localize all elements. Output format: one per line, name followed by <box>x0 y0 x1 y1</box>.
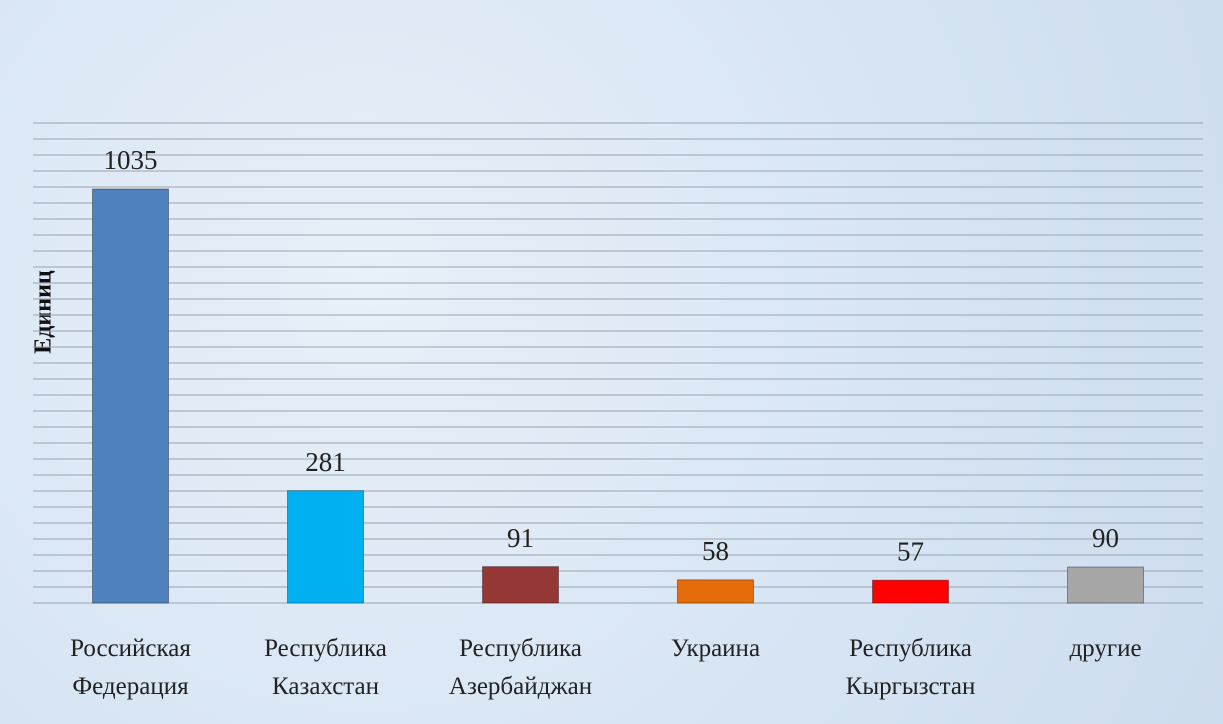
x-tick-label: Республика Кыргызстан <box>845 635 976 700</box>
bar <box>482 566 559 604</box>
value-label: 57 <box>897 536 924 566</box>
y-axis-label: Единиц <box>31 270 57 354</box>
value-label: 90 <box>1092 523 1119 553</box>
x-tick-label: Украина <box>670 635 761 662</box>
bar <box>872 579 949 604</box>
value-label: 281 <box>305 447 346 477</box>
bar <box>287 490 364 604</box>
bar <box>92 188 169 604</box>
bar <box>677 579 754 604</box>
value-label: 1035 <box>104 145 158 175</box>
x-tick-label: Республика Казахстан <box>264 635 387 700</box>
x-tick-label: Республика Азербайджан <box>448 635 593 700</box>
bar <box>1067 566 1144 604</box>
value-label: 91 <box>507 523 534 553</box>
x-tick-label: Российская Федерация <box>70 635 191 700</box>
x-tick-label: другие <box>1069 635 1142 662</box>
value-label: 58 <box>702 536 729 566</box>
